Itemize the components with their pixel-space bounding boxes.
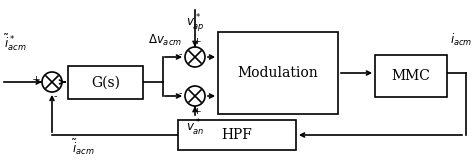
Text: -: - xyxy=(53,93,57,102)
FancyBboxPatch shape xyxy=(375,55,447,97)
Circle shape xyxy=(185,86,205,106)
Circle shape xyxy=(185,47,205,67)
Text: -: - xyxy=(178,51,182,59)
Text: -: - xyxy=(178,89,182,98)
Text: $\tilde{i}^*_{acm}$: $\tilde{i}^*_{acm}$ xyxy=(4,32,27,53)
Text: $v^*_{an}$: $v^*_{an}$ xyxy=(186,118,205,138)
FancyBboxPatch shape xyxy=(68,66,143,99)
Text: HPF: HPF xyxy=(221,128,252,142)
Text: Modulation: Modulation xyxy=(238,66,318,80)
Text: G(s): G(s) xyxy=(91,75,120,89)
Text: $\tilde{i}_{acm}$: $\tilde{i}_{acm}$ xyxy=(72,138,95,157)
Circle shape xyxy=(42,72,62,92)
Text: MMC: MMC xyxy=(392,69,430,83)
Text: $i_{acm}$: $i_{acm}$ xyxy=(450,32,472,48)
Text: $v^*_{ap}$: $v^*_{ap}$ xyxy=(186,12,205,34)
Text: +: + xyxy=(193,106,201,116)
FancyBboxPatch shape xyxy=(178,120,296,150)
Text: +: + xyxy=(31,75,40,83)
Text: +: + xyxy=(193,37,201,46)
FancyBboxPatch shape xyxy=(218,32,338,114)
Text: $\Delta v_{acm}$: $\Delta v_{acm}$ xyxy=(148,33,182,48)
